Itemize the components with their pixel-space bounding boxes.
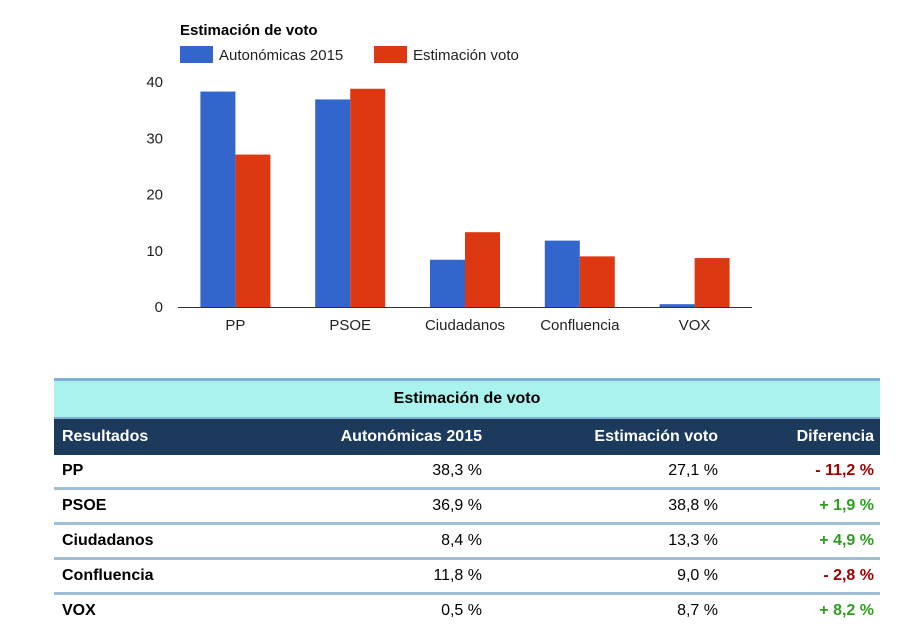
header-diferencia: Diferencia	[796, 428, 874, 445]
x-tick-label: VOX	[679, 317, 711, 334]
cell-diferencia: + 1,9 %	[819, 497, 874, 514]
legend-label: Estimación voto	[413, 47, 519, 64]
header-autonomicas-2015: Autonómicas 2015	[340, 428, 482, 445]
cell-diferencia: - 2,8 %	[823, 567, 874, 584]
header-resultados: Resultados	[62, 428, 149, 445]
y-axis: 0 10 20 30 40	[146, 74, 752, 316]
y-tick-label: 0	[155, 299, 163, 316]
table-body: PP 38,3 % 27,1 % - 11,2 % PSOE 36,9 % 38,8 % + …	[54, 455, 880, 627]
bar	[200, 91, 236, 307]
bars	[200, 88, 730, 307]
x-tick-label: PP	[225, 317, 245, 334]
table-title: Estimación de voto	[54, 378, 880, 417]
cell-estimacion-voto: 38,8 %	[668, 497, 718, 514]
cell-estimacion-voto: 27,1 %	[668, 462, 718, 479]
cell-estimacion-voto: 13,3 %	[668, 532, 718, 549]
y-tick-label: 40	[146, 74, 163, 91]
cell-estimacion-voto: 8,7 %	[677, 602, 718, 619]
cell-autonomicas-2015: 0,5 %	[441, 602, 482, 619]
bar	[659, 304, 695, 307]
table-row: VOX 0,5 % 8,7 % + 8,2 %	[54, 595, 880, 627]
cell-estimacion-voto: 9,0 %	[677, 567, 718, 584]
x-tick-label: Ciudadanos	[425, 317, 505, 334]
x-axis: PP PSOE Ciudadanos Confluencia VOX	[225, 317, 710, 334]
cell-party: VOX	[62, 602, 96, 619]
cell-autonomicas-2015: 11,8 %	[433, 567, 482, 584]
bar	[430, 259, 465, 307]
x-tick-label: PSOE	[329, 317, 371, 334]
bar	[544, 240, 580, 307]
bar	[694, 258, 730, 307]
x-tick-label: Confluencia	[540, 317, 620, 334]
chart-title: Estimación de voto	[180, 22, 318, 39]
bar	[350, 88, 386, 307]
y-tick-label: 10	[146, 243, 163, 260]
legend-label: Autonómicas 2015	[219, 47, 343, 64]
y-tick-label: 20	[146, 187, 163, 204]
results-table: Estimación de voto Resultados Autonómica…	[54, 378, 880, 627]
table-header: Resultados Autonómicas 2015 Estimación v…	[54, 417, 880, 455]
bar	[235, 154, 271, 307]
bar-chart: Estimación de voto Autonómicas 2015 Estim…	[146, 22, 752, 334]
table-row: Ciudadanos 8,4 % 13,3 % + 4,9 %	[54, 525, 880, 560]
cell-party: Confluencia	[62, 567, 154, 584]
cell-party: PSOE	[62, 497, 107, 514]
table-row: PP 38,3 % 27,1 % - 11,2 %	[54, 455, 880, 490]
cell-autonomicas-2015: 36,9 %	[432, 497, 482, 514]
cell-party: Ciudadanos	[62, 532, 154, 549]
table-row: PSOE 36,9 % 38,8 % + 1,9 %	[54, 490, 880, 525]
cell-diferencia: + 4,9 %	[819, 532, 874, 549]
cell-diferencia: + 8,2 %	[819, 602, 874, 619]
bar	[315, 99, 351, 307]
bar	[465, 232, 500, 307]
cell-diferencia: - 11,2 %	[815, 462, 874, 479]
y-tick-label: 30	[146, 130, 163, 147]
legend-swatch	[180, 46, 213, 63]
header-estimacion-voto: Estimación voto	[594, 428, 718, 445]
table-row: Confluencia 11,8 % 9,0 % - 2,8 %	[54, 560, 880, 595]
cell-autonomicas-2015: 8,4 %	[441, 532, 482, 549]
legend-swatch	[374, 46, 407, 63]
bar	[579, 256, 615, 307]
cell-party: PP	[62, 462, 84, 479]
cell-autonomicas-2015: 38,3 %	[432, 462, 482, 479]
chart-legend: Autonómicas 2015 Estimación voto	[180, 46, 519, 64]
